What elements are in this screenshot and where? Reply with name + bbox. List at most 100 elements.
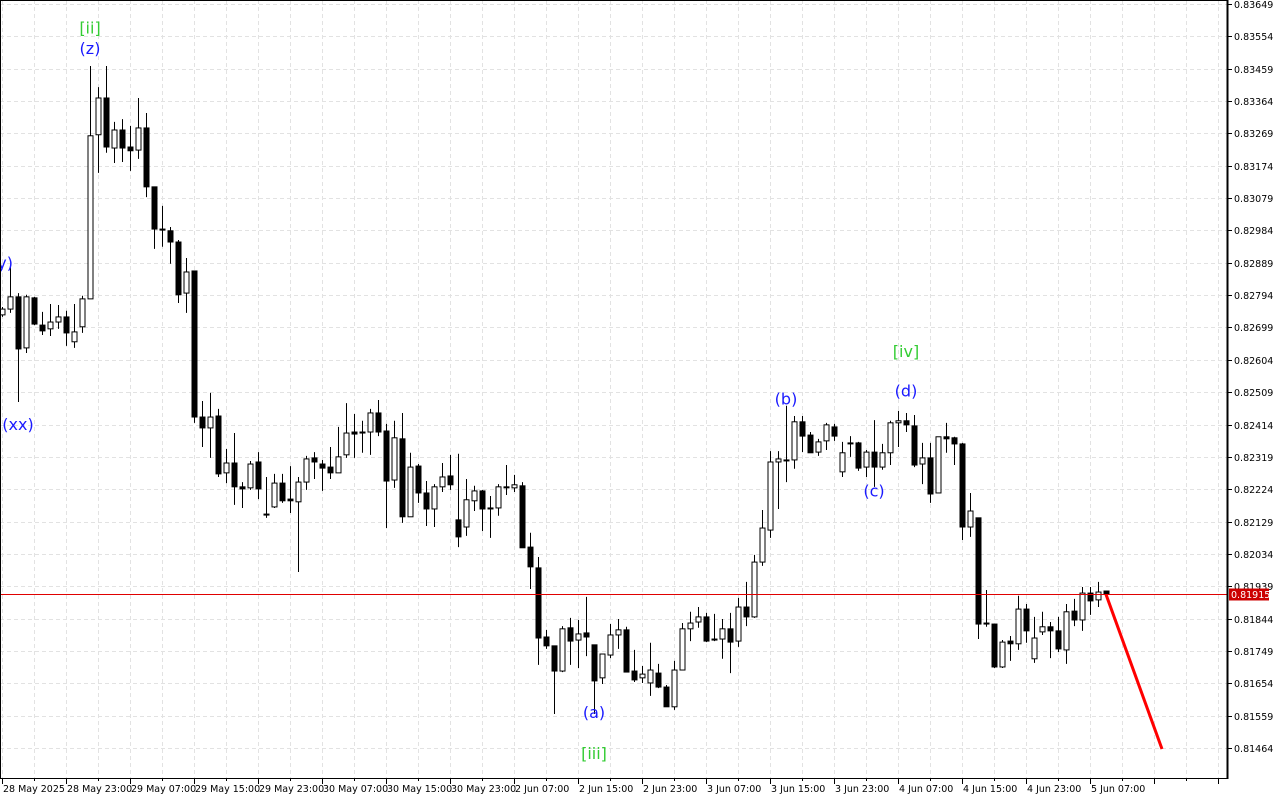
candle [391,420,398,488]
price-axis[interactable]: 0.83649 0.83554 0.83459 0.83364 0.83269 0.831… [1227,0,1273,755]
candle-body-bearish [119,129,126,149]
candle [279,473,286,503]
candle [751,554,758,618]
candle-body-bullish [647,669,654,684]
candle-body-bullish [895,420,902,424]
candle [263,476,270,518]
candle-body-bearish [63,316,70,334]
candle [503,465,510,496]
candle [967,492,974,537]
candle [871,420,878,487]
candle-body-bearish [1087,592,1094,602]
candle-body-bearish [983,622,990,625]
price-tick-label: 0.81749 [1234,647,1273,658]
candle [71,303,78,348]
candle-body-bullish [1063,611,1070,651]
candle [463,479,470,536]
wave-label: [ii] [79,18,100,37]
candle [1063,603,1070,664]
candle-body-bullish [367,412,374,433]
candle-body-bearish [319,463,326,469]
candle [415,464,422,503]
price-tick-label: 0.81654 [1234,679,1273,690]
candle-body-bearish [143,127,150,188]
candle-body-bullish [751,561,758,618]
candle-body-bullish [671,669,678,708]
candle [879,443,886,470]
candle-body-bearish [951,437,958,445]
candle [1071,598,1078,627]
candle [695,607,702,628]
grid [0,0,1227,778]
candle-body-bearish [503,486,510,489]
candle-body-bearish [831,426,838,437]
candle [359,420,366,453]
candle-body-bearish [327,466,334,474]
candle-body-bullish [247,463,254,489]
candle [887,420,894,466]
candle [623,626,630,673]
candle [431,484,438,528]
candle-body-bullish [679,628,686,671]
candle-body-bullish [863,451,870,468]
candle [551,645,558,714]
candle-body-bearish [103,97,110,148]
candle [1079,586,1086,631]
candle [239,482,246,508]
candle [639,665,646,683]
candle [135,97,142,159]
candle-body-bearish [399,438,406,518]
candle-body-bearish [727,628,734,643]
candle-body-bearish [151,186,158,230]
candles [0,65,1110,714]
candle-body-bullish [95,97,102,136]
wave-label: (a) [583,703,605,722]
candle [743,581,750,627]
candle-body-bearish [351,431,358,435]
price-tick-label: 0.83649 [1234,0,1273,11]
price-tick-label: 0.83079 [1234,194,1273,205]
candle-body-bullish [511,484,518,489]
candle [727,612,734,674]
candle [815,438,822,456]
price-tick-label: 0.82129 [1234,518,1273,529]
wave-label: (xx) [2,415,33,434]
candle [511,474,518,492]
candle [567,617,574,665]
candle-body-bearish [159,228,166,231]
candle [375,400,382,437]
time-tick-label: 30 May 07:00 [323,784,388,795]
candle-body-bullish [303,458,310,483]
candle-body-bullish [999,641,1006,668]
candle-body-bearish [527,546,534,568]
candle [863,450,870,477]
time-tick-label: 4 Jun 07:00 [899,784,953,795]
price-tick-label: 0.82984 [1234,226,1273,237]
candle [79,295,86,333]
candle-body-bullish [79,298,86,328]
candle-body-bullish [967,510,974,528]
candle [991,623,998,668]
candle [679,623,686,671]
candle-body-bearish [711,638,718,641]
candle-body-bullish [111,129,118,149]
candle-body-bearish [415,465,422,494]
candle [495,484,502,516]
candle-body-bullish [1031,637,1038,660]
candle-body-bearish [551,645,558,672]
time-tick-label: 4 Jun 15:00 [963,784,1017,795]
time-tick-label: 2 Jun 15:00 [579,784,633,795]
candle-body-bullish [135,127,142,151]
candle [39,311,46,335]
candle-body-bearish [31,297,38,325]
price-tick-label: 0.83364 [1234,97,1273,108]
candle-body-bullish [1015,608,1022,645]
candle-body-bullish [343,432,350,456]
candle-body-bullish [879,452,886,468]
candle-body-bearish [1055,630,1062,650]
candle [343,403,350,458]
candle-body-bullish [439,476,446,488]
candle [255,452,262,500]
